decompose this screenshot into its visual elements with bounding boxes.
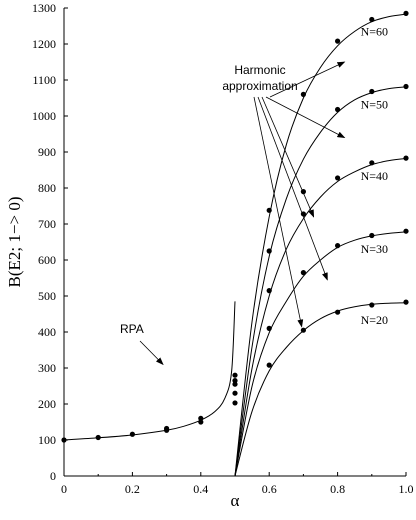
x-axis-title: α	[231, 491, 240, 510]
harmonic-arrow	[253, 96, 304, 328]
point-rpa	[232, 381, 238, 387]
y-tick-label: 600	[38, 253, 56, 267]
y-tick-label: 100	[38, 433, 56, 447]
y-tick-label: 1200	[32, 37, 56, 51]
y-tick-label: 1300	[32, 1, 56, 15]
harmonic-annotation-line: Harmonic	[234, 63, 285, 77]
point-n-30	[266, 325, 272, 331]
point-rpa	[164, 425, 170, 432]
harmonic-arrow	[257, 96, 328, 281]
point-rpa	[61, 437, 67, 443]
y-axis-ticks: 0 100 200 300 400 500 600 700 800 900 1000 1100 1200…	[32, 1, 68, 483]
y-tick-label: 200	[38, 397, 56, 411]
point-n-20	[403, 299, 409, 305]
y-axis-title: B(E2; 1−> 0)	[5, 197, 24, 288]
point-n-60	[266, 207, 272, 213]
x-tick-label: 0.8	[330, 482, 345, 496]
curve-n-20	[234, 302, 407, 477]
x-tick-label: 0.6	[262, 482, 277, 496]
y-tick-label: 1000	[32, 109, 56, 123]
point-rpa	[232, 378, 238, 384]
point-n-40	[369, 160, 375, 166]
point-n-30	[403, 228, 409, 234]
series-label-n-60: N=60	[361, 24, 388, 38]
harmonic-annotation-line: approximation	[222, 79, 297, 93]
point-n-40	[266, 288, 272, 294]
rpa-arrow	[139, 340, 164, 366]
data-points	[61, 10, 409, 443]
curve-n-50	[234, 86, 407, 477]
point-n-30	[300, 270, 306, 276]
point-n-60	[369, 16, 375, 23]
y-tick-label: 800	[38, 181, 56, 195]
series-label-n-50: N=50	[361, 97, 388, 111]
series-labels: N=20 N=30 N=40 N=50 N=60	[361, 24, 388, 327]
series-label-n-30: N=30	[361, 242, 388, 256]
point-n-20	[335, 309, 341, 315]
point-n-50	[369, 88, 375, 95]
y-tick-label: 700	[38, 217, 56, 231]
y-tick-label: 0	[50, 469, 56, 483]
point-rpa	[95, 434, 101, 441]
y-tick-label: 400	[38, 325, 56, 339]
x-tick-label: 0.2	[125, 482, 140, 496]
y-tick-label: 900	[38, 145, 56, 159]
harmonic-arrow	[261, 96, 315, 218]
point-n-50	[266, 248, 272, 254]
point-n-60	[335, 38, 341, 44]
point-rpa	[129, 431, 135, 437]
point-n-40	[403, 155, 409, 161]
y-tick-label: 300	[38, 361, 56, 375]
point-n-50	[403, 83, 409, 90]
x-tick-label: 1.0	[399, 482, 414, 496]
y-tick-label: 1100	[32, 73, 56, 87]
point-n-20	[369, 302, 375, 308]
point-rpa	[232, 390, 238, 396]
curve-rpa	[63, 301, 236, 441]
harmonic-arrow	[265, 96, 346, 139]
series-label-n-20: N=20	[361, 313, 388, 327]
y-tick-label: 500	[38, 289, 56, 303]
harmonic-arrow	[269, 61, 346, 98]
point-n-30	[335, 243, 341, 249]
point-rpa	[232, 400, 238, 406]
curves	[63, 13, 407, 477]
curve-n-40	[234, 158, 407, 477]
x-tick-label: 0	[61, 482, 67, 496]
point-rpa	[198, 419, 204, 425]
curve-n-30	[234, 231, 407, 477]
point-n-20	[266, 362, 272, 368]
point-n-20	[300, 327, 306, 333]
point-n-60	[300, 91, 306, 97]
point-n-30	[369, 232, 375, 239]
point-rpa	[232, 372, 238, 378]
point-n-50	[335, 106, 341, 113]
point-n-40	[335, 175, 341, 181]
x-tick-label: 0.4	[193, 482, 208, 496]
rpa-annotation: RPA	[120, 322, 144, 336]
annotations: RPA Harmonic approximation	[120, 61, 346, 366]
series-label-n-40: N=40	[361, 169, 388, 183]
point-rpa	[198, 415, 204, 421]
point-n-60	[403, 10, 409, 16]
x-axis-ticks: 0 0.2 0.4 0.6 0.8 1.0	[61, 472, 414, 496]
